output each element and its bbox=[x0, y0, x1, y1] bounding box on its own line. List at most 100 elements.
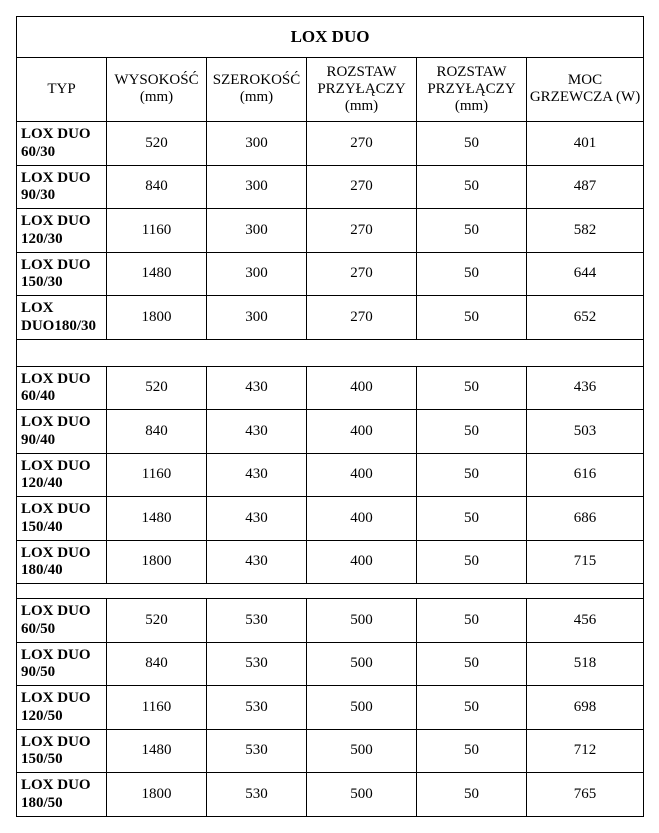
table-row: LOX DUO180/30180030027050652 bbox=[17, 296, 644, 340]
spacing2-cell: 50 bbox=[417, 410, 527, 454]
spacing2-cell: 50 bbox=[417, 209, 527, 253]
power-cell: 715 bbox=[527, 540, 644, 584]
width-cell: 300 bbox=[207, 252, 307, 296]
spacing1-cell: 500 bbox=[307, 686, 417, 730]
typ-cell: LOX DUO 90/40 bbox=[17, 410, 107, 454]
height-cell: 520 bbox=[107, 599, 207, 643]
spacing2-cell: 50 bbox=[417, 540, 527, 584]
width-cell: 530 bbox=[207, 686, 307, 730]
width-cell: 300 bbox=[207, 165, 307, 209]
width-cell: 300 bbox=[207, 122, 307, 166]
power-cell: 436 bbox=[527, 366, 644, 410]
column-header: TYP bbox=[17, 57, 107, 122]
spacing1-cell: 400 bbox=[307, 366, 417, 410]
spacing1-cell: 270 bbox=[307, 165, 417, 209]
spacer-row bbox=[17, 584, 644, 599]
table-row: LOX DUO 60/4052043040050436 bbox=[17, 366, 644, 410]
height-cell: 840 bbox=[107, 165, 207, 209]
typ-cell: LOX DUO 120/40 bbox=[17, 453, 107, 497]
typ-cell: LOX DUO 150/30 bbox=[17, 252, 107, 296]
power-cell: 686 bbox=[527, 497, 644, 541]
width-cell: 530 bbox=[207, 773, 307, 817]
spacing2-cell: 50 bbox=[417, 642, 527, 686]
typ-cell: LOX DUO 60/50 bbox=[17, 599, 107, 643]
table-title: LOX DUO bbox=[17, 17, 644, 58]
height-cell: 1480 bbox=[107, 252, 207, 296]
spacing2-cell: 50 bbox=[417, 296, 527, 340]
power-cell: 401 bbox=[527, 122, 644, 166]
title-row: LOX DUO bbox=[17, 17, 644, 58]
spacing1-cell: 500 bbox=[307, 773, 417, 817]
typ-cell: LOX DUO 90/50 bbox=[17, 642, 107, 686]
spacing1-cell: 270 bbox=[307, 209, 417, 253]
typ-cell: LOX DUO 180/40 bbox=[17, 540, 107, 584]
spacing2-cell: 50 bbox=[417, 122, 527, 166]
power-cell: 616 bbox=[527, 453, 644, 497]
power-cell: 765 bbox=[527, 773, 644, 817]
spacing1-cell: 270 bbox=[307, 296, 417, 340]
spacing2-cell: 50 bbox=[417, 686, 527, 730]
column-header: ROZSTAW PRZYŁĄCZY (mm) bbox=[417, 57, 527, 122]
power-cell: 518 bbox=[527, 642, 644, 686]
table-row: LOX DUO 150/30148030027050644 bbox=[17, 252, 644, 296]
table-row: LOX DUO 150/40148043040050686 bbox=[17, 497, 644, 541]
spacing1-cell: 270 bbox=[307, 252, 417, 296]
table-row: LOX DUO 150/50148053050050712 bbox=[17, 729, 644, 773]
height-cell: 520 bbox=[107, 366, 207, 410]
spacing2-cell: 50 bbox=[417, 165, 527, 209]
typ-cell: LOX DUO 60/40 bbox=[17, 366, 107, 410]
spacing1-cell: 500 bbox=[307, 729, 417, 773]
width-cell: 530 bbox=[207, 642, 307, 686]
height-cell: 1160 bbox=[107, 453, 207, 497]
spacing2-cell: 50 bbox=[417, 453, 527, 497]
width-cell: 300 bbox=[207, 296, 307, 340]
table-row: LOX DUO 60/5052053050050456 bbox=[17, 599, 644, 643]
spacing1-cell: 400 bbox=[307, 453, 417, 497]
power-cell: 698 bbox=[527, 686, 644, 730]
typ-cell: LOX DUO 150/40 bbox=[17, 497, 107, 541]
width-cell: 430 bbox=[207, 497, 307, 541]
width-cell: 300 bbox=[207, 209, 307, 253]
column-header: WYSOKOŚĆ (mm) bbox=[107, 57, 207, 122]
table-body: LOX DUOTYPWYSOKOŚĆ (mm)SZEROKOŚĆ (mm)ROZ… bbox=[17, 17, 644, 817]
spacing1-cell: 500 bbox=[307, 642, 417, 686]
power-cell: 582 bbox=[527, 209, 644, 253]
power-cell: 487 bbox=[527, 165, 644, 209]
height-cell: 1480 bbox=[107, 729, 207, 773]
spec-table: LOX DUOTYPWYSOKOŚĆ (mm)SZEROKOŚĆ (mm)ROZ… bbox=[16, 16, 644, 817]
table-row: LOX DUO 90/3084030027050487 bbox=[17, 165, 644, 209]
typ-cell: LOX DUO 180/50 bbox=[17, 773, 107, 817]
table-row: LOX DUO 120/40116043040050616 bbox=[17, 453, 644, 497]
table-row: LOX DUO 180/50180053050050765 bbox=[17, 773, 644, 817]
column-header: MOC GRZEWCZA (W) bbox=[527, 57, 644, 122]
power-cell: 503 bbox=[527, 410, 644, 454]
power-cell: 712 bbox=[527, 729, 644, 773]
width-cell: 430 bbox=[207, 453, 307, 497]
spacing2-cell: 50 bbox=[417, 252, 527, 296]
typ-cell: LOX DUO 120/30 bbox=[17, 209, 107, 253]
table-row: LOX DUO 90/4084043040050503 bbox=[17, 410, 644, 454]
spacer-cell bbox=[17, 339, 644, 366]
column-header: ROZSTAW PRZYŁĄCZY (mm) bbox=[307, 57, 417, 122]
width-cell: 530 bbox=[207, 729, 307, 773]
spacing1-cell: 400 bbox=[307, 410, 417, 454]
height-cell: 840 bbox=[107, 642, 207, 686]
width-cell: 530 bbox=[207, 599, 307, 643]
header-row: TYPWYSOKOŚĆ (mm)SZEROKOŚĆ (mm)ROZSTAW PR… bbox=[17, 57, 644, 122]
power-cell: 652 bbox=[527, 296, 644, 340]
height-cell: 1480 bbox=[107, 497, 207, 541]
spacing2-cell: 50 bbox=[417, 729, 527, 773]
spacing2-cell: 50 bbox=[417, 599, 527, 643]
spacer-cell bbox=[17, 584, 644, 599]
page-container: LOX DUOTYPWYSOKOŚĆ (mm)SZEROKOŚĆ (mm)ROZ… bbox=[16, 16, 643, 817]
typ-cell: LOX DUO 150/50 bbox=[17, 729, 107, 773]
height-cell: 1800 bbox=[107, 296, 207, 340]
table-row: LOX DUO 90/5084053050050518 bbox=[17, 642, 644, 686]
typ-cell: LOX DUO 120/50 bbox=[17, 686, 107, 730]
table-row: LOX DUO 120/50116053050050698 bbox=[17, 686, 644, 730]
width-cell: 430 bbox=[207, 410, 307, 454]
spacing1-cell: 400 bbox=[307, 540, 417, 584]
spacing2-cell: 50 bbox=[417, 366, 527, 410]
height-cell: 840 bbox=[107, 410, 207, 454]
column-header: SZEROKOŚĆ (mm) bbox=[207, 57, 307, 122]
